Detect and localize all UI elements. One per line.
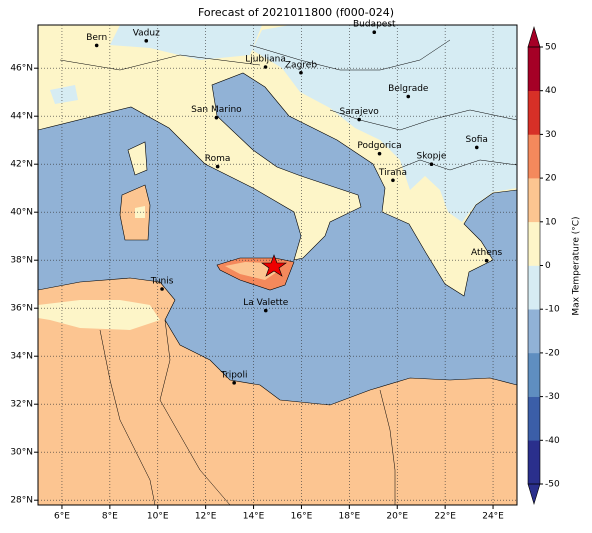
y-tick-label: 36°N	[10, 304, 33, 314]
city-dot	[372, 30, 377, 34]
colorbar-band	[528, 352, 540, 397]
city-dot	[357, 117, 361, 122]
colorbar-band	[528, 265, 540, 310]
border	[329, 109, 517, 131]
colorbar-tick-label: 10	[545, 217, 557, 227]
warm-strip	[38, 300, 160, 330]
y-tick-label: 32°N	[10, 400, 33, 410]
x-tick-label: 8°E	[102, 512, 118, 522]
y-tick-label: 46°N	[10, 64, 33, 74]
colorbar-tick-label: -20	[545, 348, 560, 358]
colorbar-tick-label: 0	[545, 261, 551, 271]
title: Forecast of 2021011800 (f000-024)	[198, 6, 394, 19]
city-label: Budapest	[353, 20, 396, 30]
colorbar-band	[528, 221, 540, 266]
city-label: Athens	[471, 248, 502, 258]
location-star	[261, 254, 287, 277]
city-label: Belgrade	[388, 84, 429, 94]
border	[159, 319, 231, 505]
colorbar-tick-label: 50	[545, 43, 557, 53]
colorbar-band	[528, 309, 540, 354]
x-tick-label: 12°E	[195, 512, 217, 522]
y-tick-label: 34°N	[10, 352, 33, 362]
city-label: Skopje	[417, 152, 447, 162]
colorbar-band	[528, 47, 540, 91]
x-tick-label: 6°E	[54, 512, 70, 522]
city-dot	[263, 65, 268, 69]
y-tick-label: 40°N	[10, 208, 33, 218]
y-tick-label: 30°N	[10, 448, 33, 458]
city-dot	[406, 94, 411, 99]
city-label: San Marino	[191, 105, 242, 115]
border	[59, 54, 261, 71]
colorbar-tick-label: 20	[545, 174, 557, 184]
city-label: Tunis	[150, 277, 174, 287]
city-dot	[232, 381, 236, 385]
border	[249, 39, 451, 71]
corsica	[127, 141, 148, 176]
x-tick-label: 22°E	[434, 512, 456, 522]
city-dot	[215, 164, 220, 169]
colorbar-tick-label: -30	[545, 392, 560, 402]
city-label: Zagreb	[285, 60, 317, 70]
border	[99, 329, 156, 505]
city-label: Tripoli	[220, 370, 248, 380]
colorbar-band	[528, 396, 540, 441]
cold-area	[50, 85, 78, 104]
city-dot	[391, 178, 395, 183]
city-label: Sarajevo	[340, 107, 380, 117]
map-frame	[37, 24, 518, 506]
city-label: Ljubljana	[245, 55, 286, 65]
city-dot	[160, 287, 164, 291]
x-tick-label: 20°E	[386, 512, 408, 522]
x-tick-label: 14°E	[243, 512, 265, 522]
colorbar-arrow	[527, 25, 541, 48]
city-dot	[474, 145, 479, 150]
city-label: Sofia	[466, 135, 488, 145]
city-label: Bern	[86, 33, 107, 43]
y-tick-label: 42°N	[10, 160, 33, 170]
x-tick-label: 18°E	[339, 512, 361, 522]
colorbar-tick-label: -10	[545, 305, 560, 315]
city-dot	[144, 39, 149, 43]
city-dot	[299, 70, 303, 75]
city-label: Roma	[205, 154, 231, 164]
cold-area	[110, 25, 262, 60]
x-tick-label: 24°E	[482, 512, 504, 522]
colorbar-band	[528, 134, 540, 179]
city-dot	[94, 43, 99, 48]
colorbar-tick-label: -40	[545, 436, 560, 446]
city-label: Podgorica	[357, 141, 401, 151]
border	[394, 159, 517, 171]
colorbar-band	[528, 90, 540, 135]
y-tick-label: 44°N	[10, 112, 33, 122]
x-tick-label: 16°E	[291, 512, 313, 522]
y-tick-label: 38°N	[10, 256, 33, 266]
y-tick-label: 28°N	[10, 496, 33, 506]
city-dot	[214, 115, 219, 120]
colorbar-label: Max Temperature (°C)	[572, 216, 582, 315]
city-dot	[377, 151, 382, 156]
colorbar-arrow	[527, 483, 541, 506]
city-label: Vaduz	[133, 28, 160, 38]
city-dot	[484, 258, 489, 263]
colorbar-tick-label: 40	[545, 86, 557, 96]
colorbar-band	[528, 440, 540, 485]
cold-area	[252, 25, 517, 222]
colorbar-band	[528, 178, 540, 223]
city-label: Tirana	[378, 168, 407, 178]
colorbar-tick-label: 30	[545, 130, 557, 140]
city-dot	[429, 162, 434, 166]
colorbar-tick-label: -50	[545, 480, 560, 490]
border	[379, 389, 396, 505]
city-dot	[263, 308, 268, 313]
x-tick-label: 10°E	[147, 512, 169, 522]
city-label: La Valette	[243, 298, 288, 308]
